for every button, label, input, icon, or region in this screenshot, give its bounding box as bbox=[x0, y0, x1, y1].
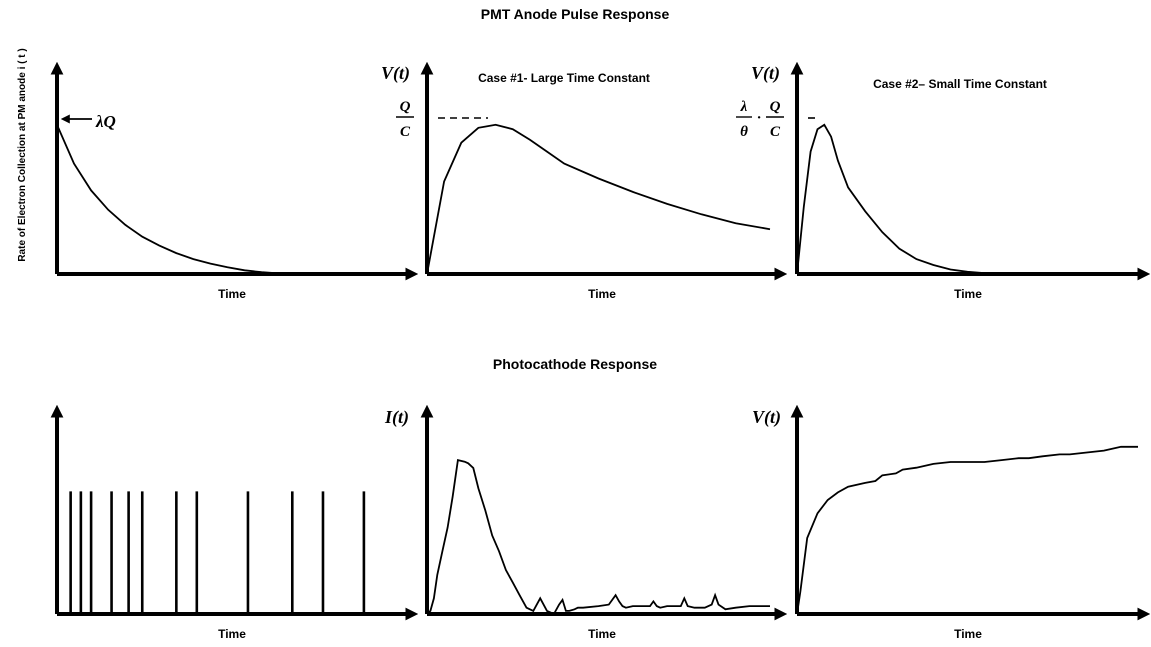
electron-collection-curve bbox=[56, 124, 398, 275]
top-section-title: PMT Anode Pulse Response bbox=[481, 6, 670, 22]
p5-x-label: Time bbox=[588, 627, 616, 641]
p2-peak-numerator: Q bbox=[400, 99, 411, 115]
axes bbox=[50, 61, 1151, 621]
p2-peak-denominator: C bbox=[400, 124, 411, 140]
p2-x-label: Time bbox=[588, 287, 616, 301]
p3-peak-a-numerator: λ bbox=[740, 99, 748, 115]
photocathode-current-curve bbox=[426, 458, 770, 616]
p3-multiply-dot: · bbox=[757, 110, 761, 126]
p3-peak-b-denominator: C bbox=[770, 124, 781, 140]
case2-voltage-curve bbox=[796, 123, 1002, 275]
p3-peak-a-denominator: θ bbox=[740, 124, 748, 140]
lambda-q-annotation: λQ bbox=[95, 112, 116, 131]
p3-subtitle: Case #2– Small Time Constant bbox=[873, 77, 1047, 91]
p1-y-label: Rate of Electron Collection at PM anode … bbox=[17, 48, 28, 261]
p1-x-label: Time bbox=[218, 287, 246, 301]
photoelectron-spikes bbox=[69, 491, 366, 614]
p4-x-label: Time bbox=[218, 627, 246, 641]
p5-y-label: I(t) bbox=[384, 407, 409, 428]
p3-peak-b-numerator: Q bbox=[770, 99, 781, 115]
case1-voltage-curve bbox=[426, 123, 771, 275]
p6-y-label: V(t) bbox=[752, 407, 781, 428]
p6-x-label: Time bbox=[954, 627, 982, 641]
p2-subtitle: Case #1- Large Time Constant bbox=[478, 71, 650, 85]
photocathode-voltage-curve bbox=[796, 445, 1138, 615]
p2-y-label: V(t) bbox=[381, 63, 410, 84]
p3-y-label: V(t) bbox=[751, 63, 780, 84]
p3-x-label: Time bbox=[954, 287, 982, 301]
bottom-section-title: Photocathode Response bbox=[493, 356, 657, 372]
